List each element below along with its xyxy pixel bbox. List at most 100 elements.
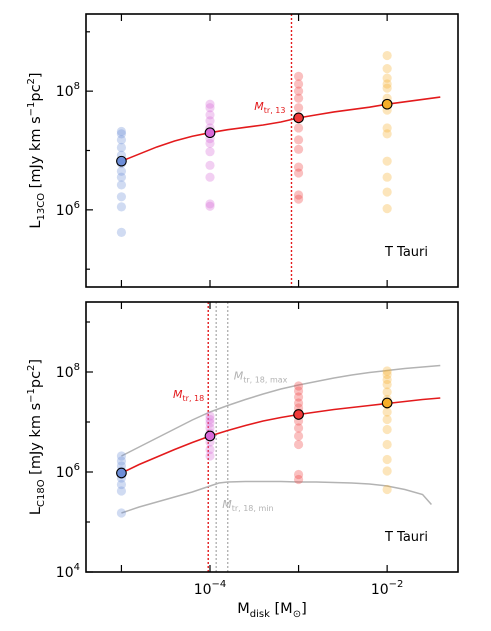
points-1e-2-point xyxy=(382,454,392,465)
threshold-label-1: Mtr, 18, max xyxy=(234,370,288,385)
threshold-label-0: Mtr, 18 xyxy=(173,388,204,403)
panel-top: 106 108 L13CO [mJy km s−1pc2] Mtr, 13 T Taur… xyxy=(26,13,459,288)
points-1e-2-point xyxy=(382,439,392,450)
points-1e-2-point xyxy=(382,129,392,139)
x-tick-label: 10−2 xyxy=(371,579,404,598)
points-1e-4-point xyxy=(205,172,215,182)
median-marker-1e-3 xyxy=(293,112,304,124)
points-1e-3-point xyxy=(293,79,304,89)
points-1e-4-point xyxy=(205,147,215,157)
points-1e-5-point xyxy=(116,166,127,176)
points-1e-3-point xyxy=(293,194,304,204)
points-1e-3-point xyxy=(293,123,304,133)
points-1e-5-point xyxy=(116,451,127,461)
points-1e-2-point xyxy=(382,414,392,425)
y-tick-label: 108 xyxy=(56,81,80,100)
points-1e-5-point xyxy=(116,227,127,237)
points-1e-2-point xyxy=(382,204,392,214)
points-1e-3-point xyxy=(293,423,304,433)
y-tick-label: 106 xyxy=(56,462,80,481)
x-tick-label: 10−4 xyxy=(194,579,227,598)
points-1e-5-point xyxy=(116,486,127,496)
y-tick-label: 106 xyxy=(56,200,80,219)
median-marker-1e-4 xyxy=(204,430,216,442)
points-1e-5-point xyxy=(116,479,127,490)
points-1e-4-point xyxy=(205,116,215,126)
points-1e-2-point xyxy=(382,79,392,89)
points-1e-4-point xyxy=(205,418,215,428)
points-1e-3-point xyxy=(293,474,304,485)
points-1e-3-point xyxy=(293,135,304,145)
points-1e-5-point xyxy=(116,456,127,466)
points-1e-4-point xyxy=(205,138,215,148)
points-1e-3-point xyxy=(293,168,304,178)
points-1e-2-point xyxy=(382,50,392,61)
fit-line xyxy=(121,397,441,474)
points-1e-2-point xyxy=(382,172,392,182)
points-1e-2-point xyxy=(382,374,392,385)
points-1e-2-point xyxy=(382,64,392,74)
median-marker-1e-2 xyxy=(381,98,393,110)
points-1e-4-point xyxy=(205,201,215,211)
points-1e-3-point xyxy=(293,431,304,441)
panel-label: T Tauri xyxy=(384,245,428,260)
median-marker-1e-5 xyxy=(116,155,127,167)
points-1e-4-point xyxy=(205,99,215,109)
points-1e-4-point xyxy=(205,103,215,113)
points-1e-5-point xyxy=(116,126,127,137)
points-1e-4-point xyxy=(205,110,215,120)
points-1e-5-point xyxy=(116,135,127,145)
y-tick-label: 108 xyxy=(56,362,80,381)
points-1e-4-point xyxy=(205,451,215,461)
y-axis-label: LC18O [mJy km s−1pc2] xyxy=(26,359,47,515)
points-1e-3-point xyxy=(293,381,304,391)
median-marker-1e-2 xyxy=(381,397,393,409)
points-1e-2-point xyxy=(382,123,392,133)
points-1e-3-point xyxy=(293,71,304,81)
points-1e-3-point xyxy=(293,392,304,402)
points-1e-3-point xyxy=(293,398,304,408)
points-1e-5-point xyxy=(116,508,127,518)
y-axis-label: L13CO [mJy km s−1pc2] xyxy=(26,72,47,228)
points-1e-2-point xyxy=(382,156,392,166)
points-1e-5-point xyxy=(116,180,127,190)
median-marker-1e-5 xyxy=(116,467,127,479)
points-1e-2-point xyxy=(382,379,392,390)
points-1e-3-point xyxy=(293,162,304,172)
points-1e-3-point xyxy=(293,86,304,96)
axes-frame xyxy=(85,301,459,573)
points-1e-4-point xyxy=(205,160,215,170)
threshold-label-2: Mtr, 18, min xyxy=(222,498,273,513)
panel-label: T Tauri xyxy=(384,530,428,545)
points-1e-3-point xyxy=(293,386,304,396)
points-1e-3-point xyxy=(293,190,304,200)
points-1e-3-point xyxy=(293,144,304,154)
points-1e-2-point xyxy=(382,424,392,435)
upper-bound-line xyxy=(121,364,441,457)
points-1e-4-point xyxy=(205,411,215,421)
points-1e-2-point xyxy=(382,187,392,197)
points-1e-2-point xyxy=(382,407,392,417)
points-1e-4-point xyxy=(205,199,215,209)
points-1e-2-point xyxy=(382,466,392,476)
points-1e-4-point xyxy=(205,423,215,433)
points-1e-3-point xyxy=(293,103,304,113)
points-1e-5-point xyxy=(116,142,127,153)
points-1e-4-point xyxy=(205,444,215,455)
median-marker-1e-4 xyxy=(204,127,216,139)
points-1e-5-point xyxy=(116,192,127,202)
points-1e-5-point xyxy=(116,172,127,182)
median-marker-1e-3 xyxy=(293,409,304,420)
lower-bound-line xyxy=(121,480,432,514)
plot-area xyxy=(116,14,441,287)
plot-area xyxy=(116,302,441,572)
points-1e-3-point xyxy=(293,439,304,450)
panel-bottom: 104 106 108 10−4 10−2 LC18O [mJy km s−1pc2] Md… xyxy=(26,301,459,620)
points-1e-2-point xyxy=(382,366,392,376)
threshold-label-0: Mtr, 13 xyxy=(254,100,285,115)
points-1e-2-point xyxy=(382,369,392,380)
points-1e-2-point xyxy=(382,73,392,83)
points-1e-3-point xyxy=(293,469,304,480)
x-axis-label: Mdisk [M⊙] xyxy=(237,601,307,620)
